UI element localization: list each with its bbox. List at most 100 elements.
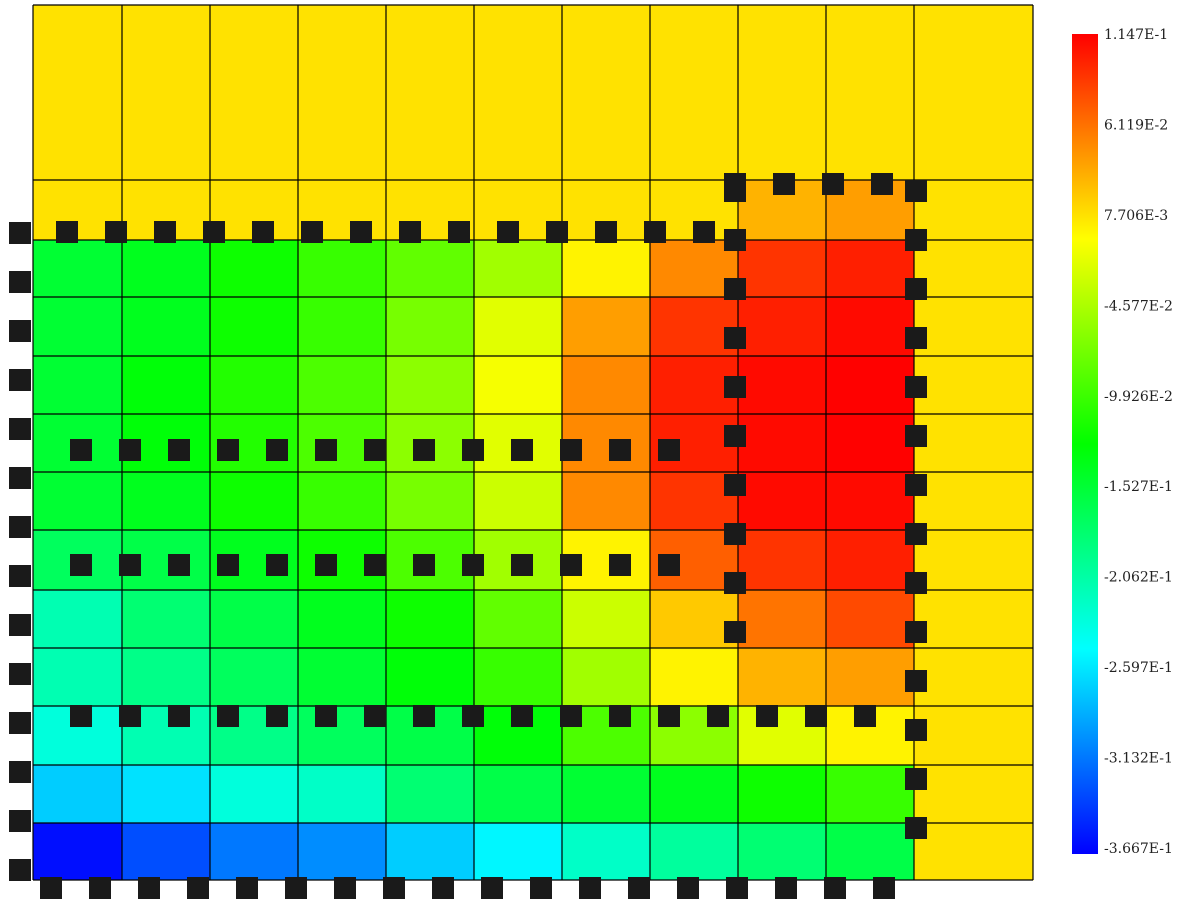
overlay-dash [350,221,372,243]
overlay-dash [9,810,31,832]
overlay-dash [873,877,895,899]
heatmap-cell [122,648,211,707]
overlay-dash [448,221,470,243]
overlay-dash [217,439,239,461]
overlay-dash [773,173,795,195]
overlay-dash [9,712,31,734]
heatmap-cell [386,823,475,881]
overlay-dash [677,877,699,899]
overlay-dash [546,221,568,243]
heatmap-cell [122,765,211,824]
colorbar-tick-label: 1.147E-1 [1104,27,1168,43]
heatmap-cell [738,240,827,298]
heatmap-cell [210,823,299,881]
overlay-dash [413,439,435,461]
overlay-dash [462,439,484,461]
overlay-dash [905,278,927,300]
heatmap-cell [474,765,563,824]
heatmap-cell [826,5,915,181]
heatmap-cell [562,240,651,298]
heatmap-cell [33,356,123,415]
overlay-dash [905,376,927,398]
overlay-dash [595,221,617,243]
heatmap-cell [298,356,387,415]
heatmap-cell [826,356,915,415]
overlay-dash [119,705,141,727]
heatmap-cell [386,590,475,649]
overlay-dash [609,705,631,727]
overlay-dash [301,221,323,243]
colorbar-gradient [1072,34,1098,854]
heatmap-cell [650,472,739,531]
heatmap-cell [562,590,651,649]
overlay-dash [497,221,519,243]
overlay-dash [560,705,582,727]
heatmap-cell [210,472,299,531]
overlay-dash [462,554,484,576]
overlay-dash [334,877,356,899]
overlay-dash [70,705,92,727]
colorbar-tick-label: -9.926E-2 [1104,389,1173,405]
overlay-dash [707,705,729,727]
colorbar-tick-label: -3.667E-1 [1104,841,1173,857]
heatmap-cell [298,472,387,531]
heatmap-cell [33,297,123,357]
overlay-dash [511,554,533,576]
overlay-dash [724,523,746,545]
colorbar-tick-label: 7.706E-3 [1104,208,1168,224]
colorbar-labels: 1.147E-1 6.119E-2 7.706E-3 -4.577E-2 -9.926E… [1104,27,1173,857]
heatmap-cell [826,530,915,591]
overlay-dash [399,221,421,243]
overlay-dash [236,877,258,899]
heatmap-cell [122,240,211,298]
colorbar: 1.147E-1 6.119E-2 7.706E-3 -4.577E-2 -9.926E… [1072,27,1173,857]
overlay-dash [871,173,893,195]
overlay-dash [9,418,31,440]
heatmap-cell [914,530,1034,591]
heatmap-cell [298,297,387,357]
heatmap-cell [826,648,915,707]
overlay-dash [644,221,666,243]
heatmap-cell [914,5,1034,181]
heatmap-cell [210,297,299,357]
overlay-dash [511,705,533,727]
heatmap-cell [386,765,475,824]
heatmap-cell [562,5,651,181]
heatmap-cell [826,765,915,824]
overlay-dash [217,705,239,727]
overlay-dash [9,369,31,391]
overlay-dash [119,439,141,461]
overlay-dash [805,705,827,727]
heatmap-cell [738,5,827,181]
overlay-dash [70,554,92,576]
overlay-dash [530,877,552,899]
overlay-dash [315,439,337,461]
heatmap-cell [562,648,651,707]
heatmap-cell [474,823,563,881]
heatmap-cell [298,5,387,181]
overlay-dash [724,327,746,349]
heatmap-cell [210,648,299,707]
overlay-dash [9,761,31,783]
overlay-dash [609,554,631,576]
overlay-dash [413,554,435,576]
heatmap-cell [386,5,475,181]
colorbar-tick-label: 6.119E-2 [1104,117,1168,133]
heatmap-cell [33,240,123,298]
colorbar-tick-label: -2.597E-1 [1104,660,1173,676]
heatmap-cell [562,472,651,531]
heatmap-cell [738,472,827,531]
heatmap-cell [738,530,827,591]
overlay-dash [905,523,927,545]
overlay-dash [693,221,715,243]
heatmap-cells [33,5,1034,881]
overlay-dash [724,621,746,643]
overlay-dash [9,565,31,587]
heatmap-cell [826,590,915,649]
heatmap-cell [562,297,651,357]
heatmap-cell [210,765,299,824]
heatmap-cell [474,590,563,649]
overlay-dash [315,554,337,576]
heatmap-cell [122,472,211,531]
